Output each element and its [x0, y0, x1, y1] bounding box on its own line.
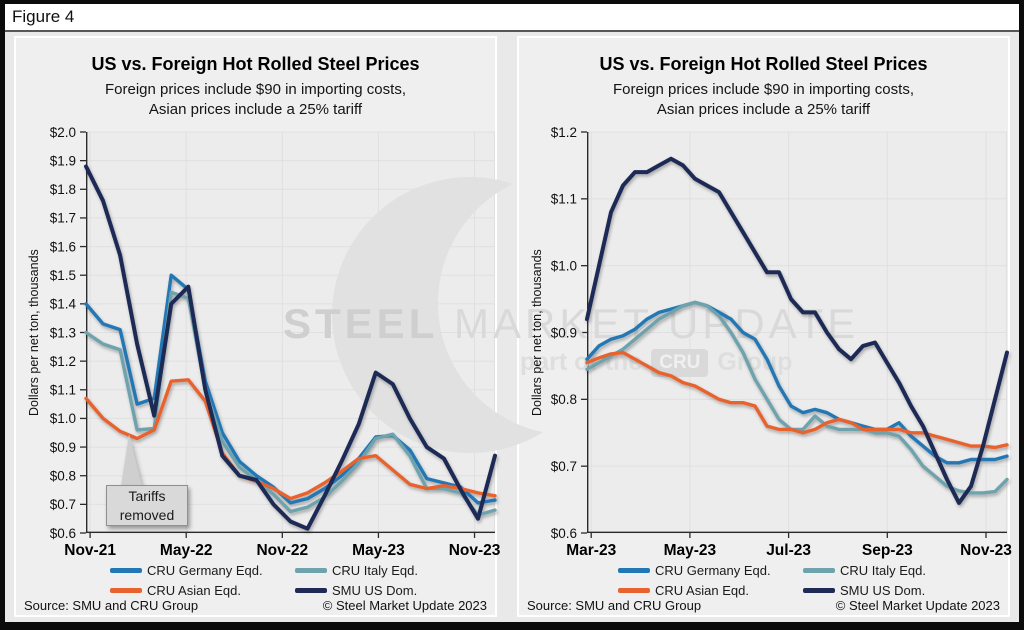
y-axis-title: Dollars per net ton, thousands: [530, 249, 544, 416]
legend: CRU Germany Eqd. CRU Italy Eqd. CRU Asia…: [563, 563, 1008, 598]
y-tick-label: $1.2: [551, 125, 577, 140]
x-tick-label: Nov-22: [256, 542, 308, 559]
y-tick-label: $0.9: [50, 440, 76, 455]
series-line-italy: [585, 300, 1009, 495]
legend-label: CRU Italy Eqd.: [332, 563, 418, 578]
x-tick-label: May-22: [160, 542, 213, 559]
x-tick-label: Jul-23: [766, 542, 811, 559]
legend-line-asian-icon: [618, 588, 650, 593]
copyright-note: © Steel Market Update 2023: [322, 598, 487, 613]
panel-footer: Source: SMU and CRU Group © Steel Market…: [527, 598, 1000, 613]
legend-item-italy: CRU Italy Eqd.: [803, 563, 953, 578]
legend-label: SMU US Dom.: [332, 583, 418, 598]
chart-title: US vs. Foreign Hot Rolled Steel Prices: [599, 54, 928, 74]
x-tick-label: Nov-23: [449, 542, 501, 559]
legend-item-germany: CRU Germany Eqd.: [110, 563, 295, 578]
charts-area: STEEL MARKET UPDATE part of the CRU Grou…: [5, 32, 1019, 622]
legend-label: SMU US Dom.: [840, 583, 926, 598]
series-line-germany: [84, 273, 497, 505]
y-tick-label: $1.2: [50, 354, 76, 369]
y-tick-label: $1.0: [551, 258, 577, 273]
legend-label: CRU Italy Eqd.: [840, 563, 926, 578]
y-tick-label: $1.3: [50, 325, 76, 340]
y-tick-label: $1.8: [50, 182, 76, 197]
series-layer: $0.6 $0.7 $0.8 $0.9 $1.0 $1.1 $1.2 Mar-23 May-23…: [551, 125, 1013, 559]
figure-inner: Figure 4 STEEL MARKET: [5, 4, 1019, 622]
chart-subtitle-line2: Asian prices include a 25% tariff: [656, 101, 871, 118]
y-tick-label: $0.6: [551, 526, 577, 541]
x-tick-label: Nov-23: [960, 542, 1012, 559]
y-tick-label: $2.0: [50, 125, 76, 140]
legend-label: CRU Asian Eqd.: [147, 583, 241, 598]
legend-item-italy: CRU Italy Eqd.: [295, 563, 445, 578]
copyright-note: © Steel Market Update 2023: [835, 598, 1000, 613]
x-tick-label: Nov-21: [64, 542, 116, 559]
series-line-us: [585, 156, 1009, 505]
chart-panel-left: US vs. Foreign Hot Rolled Steel Prices F…: [14, 36, 501, 617]
y-tick-label: $1.0: [50, 411, 76, 426]
legend-line-us-icon: [295, 588, 327, 593]
legend-item-asian: CRU Asian Eqd.: [618, 583, 803, 598]
legend-line-italy-icon: [803, 568, 835, 573]
y-tick-label: $0.8: [50, 469, 76, 484]
y-tick-label: $0.8: [551, 392, 577, 407]
y-tick-label: $1.9: [50, 153, 76, 168]
legend-line-germany-icon: [110, 568, 142, 573]
header-rule: [5, 30, 1019, 32]
legend-item-asian: CRU Asian Eqd.: [110, 583, 295, 598]
chart-subtitle-line1: Foreign prices include $90 in importing …: [613, 81, 914, 98]
legend-line-italy-icon: [295, 568, 327, 573]
legend-line-germany-icon: [618, 568, 650, 573]
x-tick-label: Mar-23: [566, 542, 616, 559]
y-tick-label: $0.9: [551, 325, 577, 340]
y-tick-label: $1.1: [50, 383, 76, 398]
legend-item-germany: CRU Germany Eqd.: [618, 563, 803, 578]
y-tick-label: $0.7: [551, 459, 577, 474]
chart-title: US vs. Foreign Hot Rolled Steel Prices: [91, 54, 420, 74]
plot-area: $0.6 $0.7 $0.8 $0.9 $1.0 $1.1 $1.2 $1.3 $1.4 $1.5…: [50, 125, 501, 559]
figure-label: Figure 4: [12, 7, 75, 26]
chart-subtitle-line1: Foreign prices include $90 in importing …: [105, 81, 406, 98]
grid-layer: [581, 131, 1007, 538]
legend-line-us-icon: [803, 588, 835, 593]
y-tick-label: $0.7: [50, 497, 76, 512]
tariffs-callout-pointer: [121, 434, 142, 486]
y-axis-title: Dollars per net ton, thousands: [27, 249, 41, 416]
legend: CRU Germany Eqd. CRU Italy Eqd. CRU Asia…: [60, 563, 495, 598]
legend-label: CRU Germany Eqd.: [147, 563, 263, 578]
y-tick-label: $1.7: [50, 211, 76, 226]
y-tick-label: $1.1: [551, 192, 577, 207]
y-tick-label: $1.4: [50, 297, 77, 312]
series-line-asian: [84, 378, 497, 501]
legend-label: CRU Germany Eqd.: [655, 563, 771, 578]
series-line-us: [84, 164, 497, 531]
plot-area: $0.6 $0.7 $0.8 $0.9 $1.0 $1.1 $1.2 Mar-23 May-23…: [551, 125, 1013, 559]
x-tick-label: Sep-23: [862, 542, 913, 559]
source-note: Source: SMU and CRU Group: [527, 598, 702, 613]
chart-panel-right: US vs. Foreign Hot Rolled Steel Prices F…: [517, 36, 1013, 617]
x-tick-label: May-23: [352, 542, 405, 559]
legend-item-us: SMU US Dom.: [803, 583, 953, 598]
chart-subtitle-line2: Asian prices include a 25% tariff: [148, 101, 363, 118]
source-note: Source: SMU and CRU Group: [24, 598, 199, 613]
y-tick-label: $1.5: [50, 268, 76, 283]
legend-line-asian-icon: [110, 588, 142, 593]
series-layer: $0.6 $0.7 $0.8 $0.9 $1.0 $1.1 $1.2 $1.3 $1.4 $1.5…: [50, 125, 501, 559]
x-tick-label: May-23: [664, 542, 717, 559]
tariffs-callout: Tariffs removed: [106, 485, 188, 526]
legend-item-us: SMU US Dom.: [295, 583, 445, 598]
y-tick-label: $0.6: [50, 526, 76, 541]
y-tick-label: $1.6: [50, 239, 76, 254]
legend-label: CRU Asian Eqd.: [655, 583, 749, 598]
panel-footer: Source: SMU and CRU Group © Steel Market…: [24, 598, 487, 613]
series-line-asian: [585, 350, 1009, 450]
